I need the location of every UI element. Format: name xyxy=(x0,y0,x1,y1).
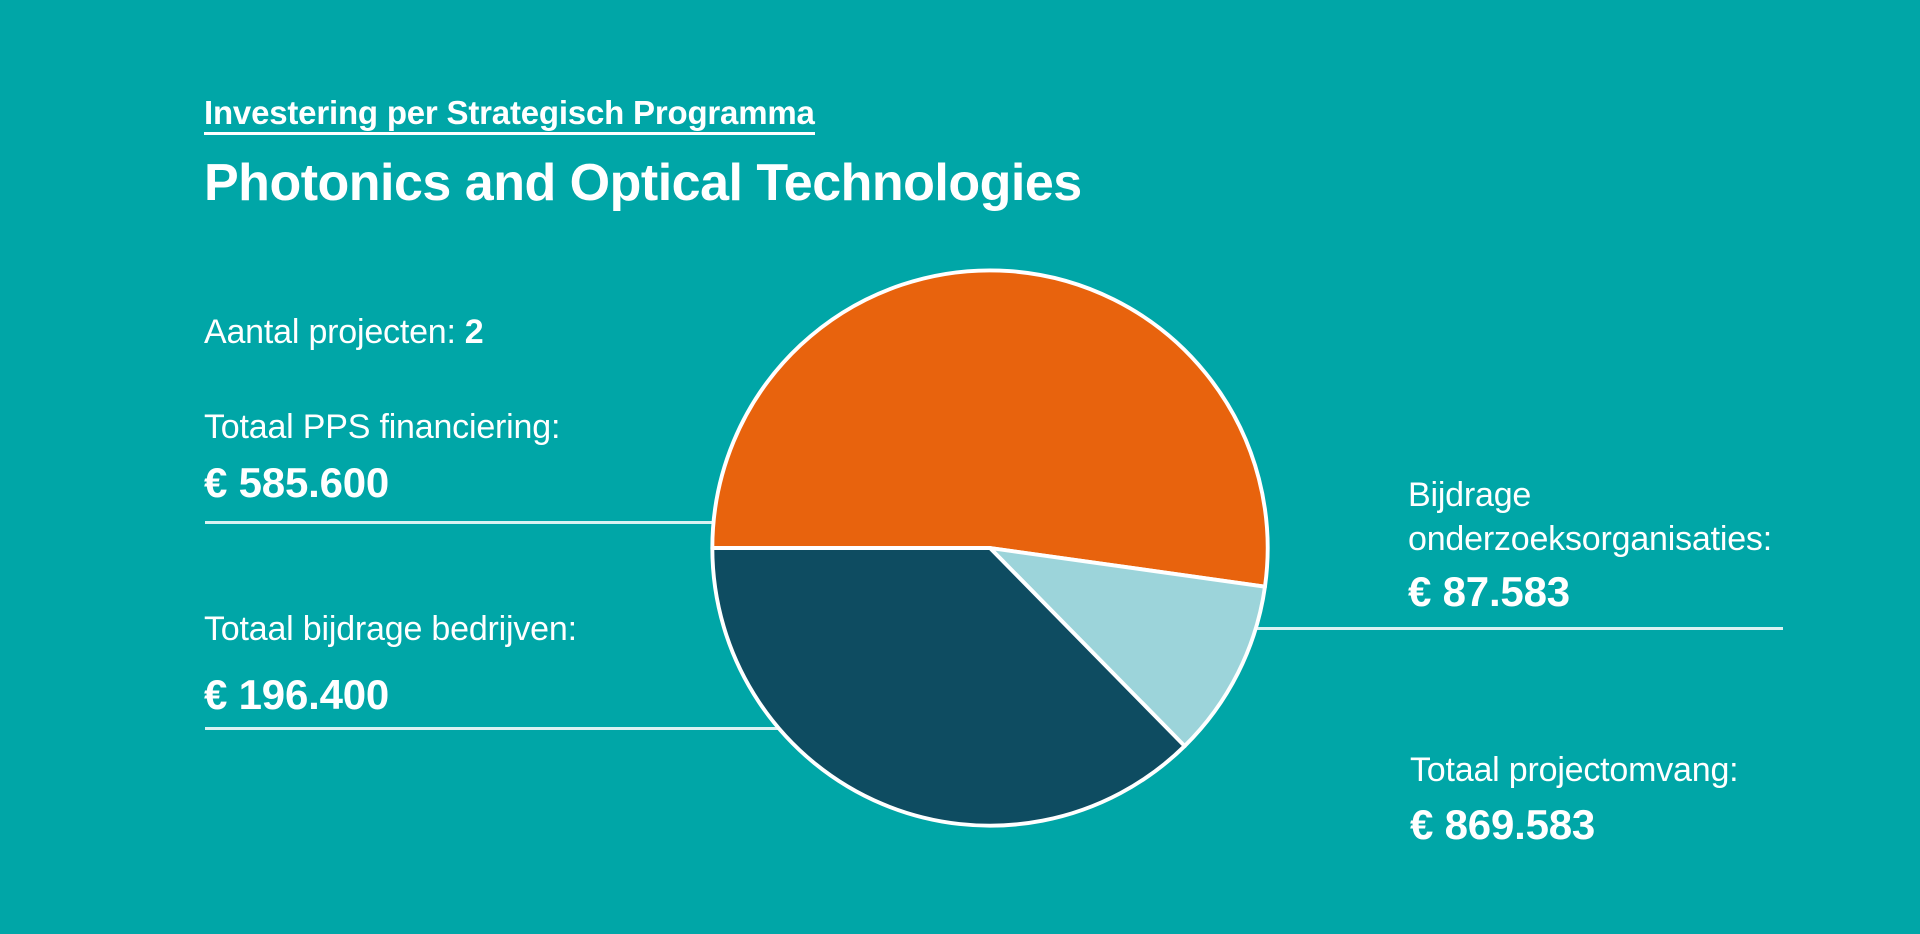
companies-contribution-value: € 196.400 xyxy=(204,671,390,718)
pie-slice-1 xyxy=(988,546,1267,749)
research-orgs-value: € 87.583 xyxy=(1408,568,1570,615)
companies-contribution-label: Totaal bijdrage bedrijven: xyxy=(204,610,577,648)
pie-slice-0 xyxy=(710,268,1270,589)
pie-slice-2 xyxy=(710,546,1187,828)
leader-line-pps xyxy=(205,521,765,524)
pps-funding-value: € 585.600 xyxy=(204,459,390,506)
total-project-size-label: Totaal projectomvang: xyxy=(1410,751,1739,789)
research-orgs-label: Bijdrage onderzoeksorganisaties: xyxy=(1408,473,1772,561)
total-project-size-value: € 869.583 xyxy=(1410,801,1596,848)
research-orgs-label-line2: onderzoeksorganisaties: xyxy=(1408,520,1772,558)
pie-chart xyxy=(704,262,1276,834)
page-title: Photonics and Optical Technologies xyxy=(204,154,1082,212)
pie-chart-svg xyxy=(710,268,1270,828)
projects-count-label: Aantal projecten: xyxy=(204,313,456,351)
subtitle-eyebrow: Investering per Strategisch Programma xyxy=(204,94,815,135)
leader-line-companies xyxy=(205,727,832,730)
pps-funding-label: Totaal PPS financiering: xyxy=(204,408,561,446)
projects-count-line: Aantal projecten: 2 xyxy=(204,313,484,352)
research-orgs-label-line1: Bijdrage xyxy=(1408,476,1532,514)
leader-line-research xyxy=(1222,627,1783,630)
projects-count-value: 2 xyxy=(464,313,484,351)
